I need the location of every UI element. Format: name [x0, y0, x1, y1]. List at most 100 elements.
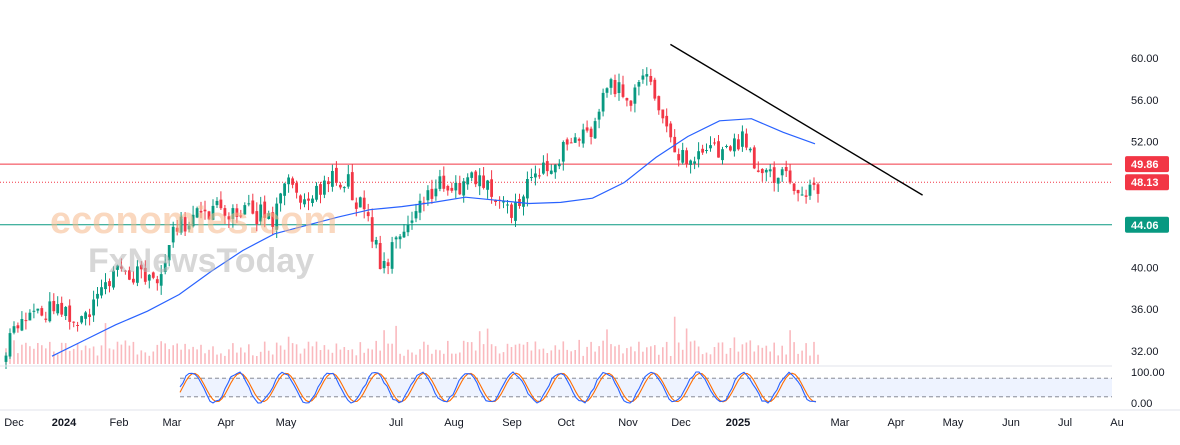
- oscillator-panel: [0, 365, 1112, 404]
- volume-bar: [538, 349, 541, 364]
- candle: [446, 186, 450, 191]
- level-badge[interactable]: 49.86: [1125, 156, 1169, 173]
- level-badge[interactable]: 48.13: [1125, 174, 1169, 191]
- volume-layer: [5, 316, 819, 364]
- volume-bar: [801, 350, 803, 364]
- candle: [195, 208, 199, 218]
- volume-bar: [518, 343, 521, 364]
- stochastic-k-line: [179, 371, 817, 404]
- candle: [151, 272, 155, 278]
- candle: [36, 308, 40, 311]
- candle: [458, 183, 462, 195]
- volume-bar: [793, 342, 795, 364]
- candle: [323, 180, 326, 195]
- volume-bar: [777, 355, 779, 364]
- volume-bar: [689, 341, 692, 364]
- candle: [450, 187, 454, 191]
- volume-bar: [164, 343, 166, 364]
- candle: [486, 180, 489, 190]
- candle: [410, 220, 414, 223]
- volume-bar: [17, 353, 19, 364]
- volume-bar: [172, 345, 174, 364]
- candle: [239, 215, 243, 217]
- volume-bar: [256, 356, 258, 364]
- candle: [561, 142, 565, 162]
- candle: [677, 154, 681, 161]
- volume-bar: [248, 344, 250, 364]
- candle: [295, 183, 298, 193]
- volume-bar: [200, 344, 202, 364]
- volume-bar: [654, 345, 656, 364]
- candle: [689, 160, 692, 165]
- level-badge-background: [1125, 216, 1169, 233]
- volume-bar: [100, 345, 103, 364]
- volume-bar: [60, 342, 63, 364]
- candle: [721, 149, 724, 161]
- volume-bar: [423, 341, 425, 364]
- volume-bar: [753, 351, 756, 364]
- candle: [100, 287, 103, 296]
- candle: [16, 325, 20, 329]
- candle: [223, 208, 227, 216]
- volume-bar: [271, 354, 274, 364]
- price-tick-label: 36.00: [1131, 304, 1159, 316]
- candle: [641, 75, 645, 80]
- volume-bar: [419, 349, 421, 364]
- candle: [752, 147, 756, 169]
- volume-bar: [514, 344, 517, 364]
- candle: [776, 177, 780, 184]
- volume-bar: [244, 352, 246, 364]
- candle: [243, 205, 247, 215]
- volume-bar: [697, 346, 700, 364]
- candle: [335, 167, 338, 183]
- trendline[interactable]: [670, 43, 923, 196]
- volume-bar: [765, 345, 768, 364]
- volume-bar: [745, 342, 748, 364]
- candle: [60, 302, 64, 315]
- candle: [251, 200, 255, 214]
- candle: [502, 201, 505, 203]
- candle: [44, 318, 48, 320]
- volume-bar: [327, 349, 330, 364]
- candle: [705, 150, 708, 151]
- level-badge[interactable]: 44.06: [1125, 216, 1169, 233]
- candle: [215, 200, 219, 206]
- price-tick-label: 56.00: [1131, 95, 1159, 107]
- candle: [414, 211, 418, 219]
- candle: [271, 212, 275, 227]
- candle: [378, 243, 382, 269]
- volume-bar: [311, 346, 314, 364]
- candle: [267, 213, 271, 219]
- candle: [307, 198, 310, 201]
- candle: [709, 145, 712, 149]
- price-tick-label: 60.00: [1131, 53, 1159, 65]
- volume-bar: [275, 342, 278, 364]
- volume-bar: [196, 349, 198, 364]
- volume-bar: [88, 348, 91, 364]
- time-tick-label: May: [943, 417, 964, 429]
- candle: [772, 167, 776, 183]
- candle: [745, 133, 748, 148]
- volume-bar: [809, 355, 811, 364]
- candle: [585, 127, 589, 131]
- volume-bar: [566, 349, 568, 364]
- candle: [48, 301, 52, 322]
- volume-bar: [634, 351, 636, 364]
- candle: [605, 88, 609, 93]
- candle: [792, 183, 796, 191]
- volume-bar: [669, 356, 672, 364]
- candle: [279, 193, 282, 204]
- candle: [80, 316, 83, 323]
- candle: [374, 240, 378, 245]
- volume-bar: [403, 355, 405, 364]
- volume-bar: [45, 348, 47, 364]
- candle: [191, 214, 195, 227]
- volume-bar: [367, 348, 369, 364]
- volume-bar: [435, 349, 437, 364]
- volume-bar: [104, 323, 107, 364]
- volume-bar: [522, 344, 525, 364]
- volume-bar: [379, 350, 381, 364]
- candle: [625, 98, 629, 101]
